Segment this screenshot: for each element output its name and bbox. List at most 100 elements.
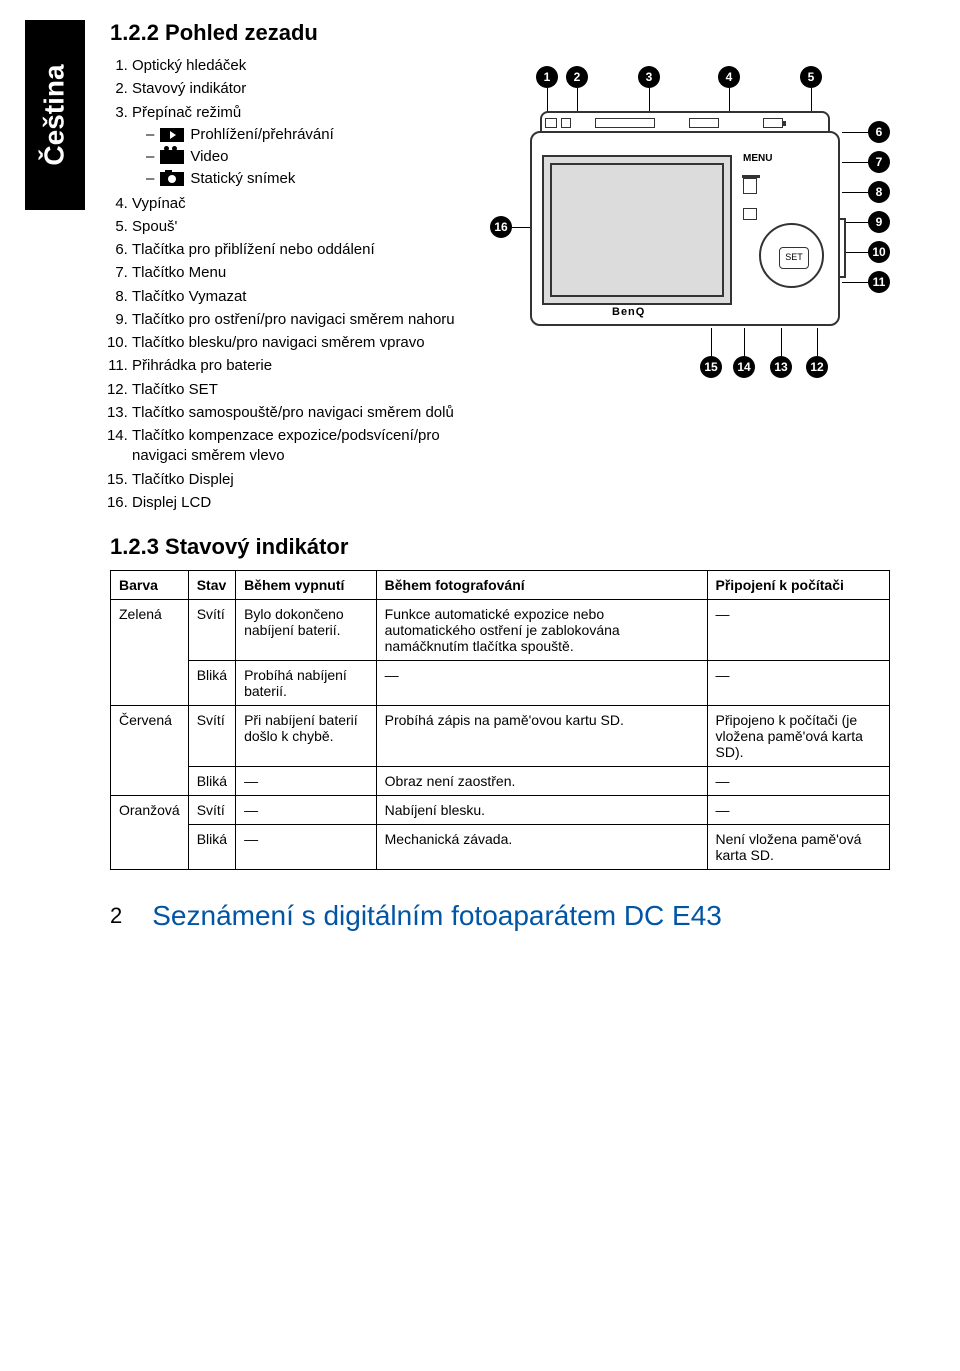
callout-14: 14: [733, 356, 755, 378]
heading-rear-view: 1.2.2 Pohled zezadu: [110, 20, 890, 46]
display-icon: [743, 208, 757, 220]
cell-off: Bylo dokončeno nabíjení baterií.: [236, 600, 377, 661]
part-item: Tlačítko pro ostření/pro navigaci směrem…: [132, 310, 470, 330]
callout-12: 12: [806, 356, 828, 378]
part-item: Spouš': [132, 217, 470, 237]
mode-still: – Statický snímek: [146, 169, 470, 189]
callout-10: 10: [868, 241, 890, 263]
cell-state: Svítí: [188, 600, 235, 661]
col-photo: Během fotografování: [376, 571, 707, 600]
cell-off: —: [236, 825, 377, 870]
dpad-set-button: [759, 223, 824, 288]
part-label: Tlačítka pro přiblížení nebo oddálení: [132, 241, 375, 258]
cell-pc: Není vložena pamě'ová karta SD.: [707, 825, 890, 870]
cell-state: Svítí: [188, 706, 235, 767]
callout-6: 6: [868, 121, 890, 143]
lcd-screen: [542, 155, 732, 305]
trash-icon: [743, 178, 757, 194]
table-header-row: Barva Stav Během vypnutí Během fotografo…: [111, 571, 890, 600]
part-label: Tlačítko SET: [132, 381, 218, 398]
cell-color: Oranžová: [111, 796, 189, 870]
parts-list: Optický hledáček Stavový indikátor Přepí…: [110, 56, 470, 513]
cell-photo: Mechanická závada.: [376, 825, 707, 870]
part-label: Tlačítko Menu: [132, 264, 226, 281]
part-label: Tlačítko Displej: [132, 471, 234, 488]
part-item: Tlačítko SET: [132, 380, 470, 400]
part-item: Tlačítko samospouště/pro navigaci směrem…: [132, 403, 470, 423]
camera-top-strip: [545, 116, 825, 130]
camera-body: BenQ MENU: [530, 131, 840, 326]
cell-color: Červená: [111, 706, 189, 796]
cell-photo: Probíhá zápis na pamě'ovou kartu SD.: [376, 706, 707, 767]
camera-rear-diagram: 1 2 3 4 5 6 7 8 9 10 11: [490, 66, 890, 396]
part-item: Tlačítko Menu: [132, 263, 470, 283]
cell-photo: Funkce automatické expozice nebo automat…: [376, 600, 707, 661]
cell-state: Svítí: [188, 796, 235, 825]
part-item: Přihrádka pro baterie: [132, 356, 470, 376]
cell-pc: —: [707, 600, 890, 661]
part-label: Tlačítko samospouště/pro navigaci směrem…: [132, 404, 454, 421]
col-state: Stav: [188, 571, 235, 600]
video-icon: [160, 150, 184, 164]
callout-8: 8: [868, 181, 890, 203]
callout-4: 4: [718, 66, 740, 88]
part-label: Přepínač režimů: [132, 104, 241, 121]
cell-pc: Připojeno k počítači (je vložena pamě'ov…: [707, 706, 890, 767]
part-label: Optický hledáček: [132, 57, 246, 74]
callout-15: 15: [700, 356, 722, 378]
cell-off: —: [236, 796, 377, 825]
part-item: Tlačítko kompenzace expozice/podsvícení/…: [132, 426, 470, 467]
battery-bay: [838, 218, 846, 278]
callout-2: 2: [566, 66, 588, 88]
cell-photo: Obraz není zaostřen.: [376, 767, 707, 796]
part-item: Optický hledáček: [132, 56, 470, 76]
brand-logo: BenQ: [612, 306, 645, 318]
part-label: Vypínač: [132, 195, 186, 212]
battery-indicator-icon: [763, 118, 783, 128]
part-item: Stavový indikátor: [132, 79, 470, 99]
col-color: Barva: [111, 571, 189, 600]
col-off: Během vypnutí: [236, 571, 377, 600]
table-row: Zelená Svítí Bylo dokončeno nabíjení bat…: [111, 600, 890, 661]
language-tab: Čeština: [25, 20, 85, 210]
part-label: Spouš': [132, 218, 177, 235]
cell-state: Bliká: [188, 767, 235, 796]
page-number: 2: [110, 903, 122, 929]
part-label: Přihrádka pro baterie: [132, 357, 272, 374]
table-row: Červená Svítí Při nabíjení baterií došlo…: [111, 706, 890, 767]
play-icon: [160, 128, 184, 142]
language-tab-text: Čeština: [39, 64, 71, 165]
part-label: Tlačítko kompenzace expozice/podsvícení/…: [132, 427, 440, 464]
callout-9: 9: [868, 211, 890, 233]
part-label: Stavový indikátor: [132, 80, 246, 97]
part-label: Displej LCD: [132, 494, 211, 511]
parts-list-column: Optický hledáček Stavový indikátor Přepí…: [110, 56, 470, 516]
cell-off: —: [236, 767, 377, 796]
part-item: Přepínač režimů – Prohlížení/přehrávání …: [132, 103, 470, 190]
part-item: Displej LCD: [132, 493, 470, 513]
part-item: Tlačítko Vymazat: [132, 287, 470, 307]
callout-1: 1: [536, 66, 558, 88]
heading-status-indicator: 1.2.3 Stavový indikátor: [110, 534, 890, 560]
part-item: Tlačítka pro přiblížení nebo oddálení: [132, 240, 470, 260]
mode-label: Statický snímek: [190, 169, 295, 189]
callout-16: 16: [490, 216, 512, 238]
page-footer: 2 Seznámení s digitálním fotoaparátem DC…: [110, 900, 890, 932]
cell-color: Zelená: [111, 600, 189, 706]
part-label: Tlačítko Vymazat: [132, 288, 246, 305]
mode-video: – Video: [146, 147, 470, 167]
callout-3: 3: [638, 66, 660, 88]
col-pc: Připojení k počítači: [707, 571, 890, 600]
cell-state: Bliká: [188, 661, 235, 706]
cell-photo: Nabíjení blesku.: [376, 796, 707, 825]
mode-label: Prohlížení/přehrávání: [190, 125, 333, 145]
cell-photo: —: [376, 661, 707, 706]
camera-icon: [160, 172, 184, 186]
part-label: Tlačítko blesku/pro navigaci směrem vpra…: [132, 334, 425, 351]
callout-5: 5: [800, 66, 822, 88]
part-item: Vypínač: [132, 194, 470, 214]
part-label: Tlačítko pro ostření/pro navigaci směrem…: [132, 311, 455, 328]
callout-7: 7: [868, 151, 890, 173]
mode-label: Video: [190, 147, 228, 167]
table-row: Bliká Probíhá nabíjení baterií. — —: [111, 661, 890, 706]
